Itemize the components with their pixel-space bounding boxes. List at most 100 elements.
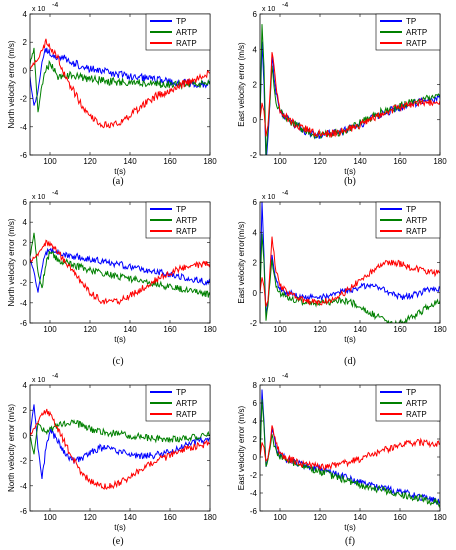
y-tick-label: 6 <box>23 198 28 207</box>
legend-label-artp: ARTP <box>176 28 197 37</box>
axis-exponent-label: x 10 <box>262 377 275 384</box>
y-tick-label: -2 <box>20 457 28 466</box>
chart-panel-f: 100 120 140 160 180 -6 -4 -2 0 2 4 6 8 x 10 -4 East vel… <box>237 373 447 547</box>
y-tick-label: 0 <box>23 259 28 268</box>
legend-label-tp: TP <box>176 205 186 214</box>
panel-caption: (a) <box>112 176 123 187</box>
y-tick-label: -2 <box>250 151 258 160</box>
y-tick-label: 6 <box>253 10 258 19</box>
y-tick-label: 0 <box>253 453 258 462</box>
chart-panel-e: 100 120 140 160 180 -6 -4 -2 0 2 4 x 10 -4 North velo… <box>7 373 217 547</box>
legend-label-ratp: RATP <box>406 39 427 48</box>
x-tick-label: 120 <box>83 157 97 166</box>
y-tick-label: -4 <box>250 489 258 498</box>
x-tick-label: 120 <box>313 157 327 166</box>
legend-label-ratp: RATP <box>406 410 427 419</box>
x-tick-label: 100 <box>273 157 287 166</box>
y-tick-label: 4 <box>23 381 28 390</box>
x-tick-label: 160 <box>163 513 177 522</box>
x-tick-label: 180 <box>203 157 217 166</box>
x-tick-label: 120 <box>83 325 97 334</box>
series-line-artp <box>260 233 440 323</box>
series-line-ratp <box>30 408 210 490</box>
panel-caption: (d) <box>344 356 356 367</box>
y-tick-label: 2 <box>253 259 258 268</box>
y-tick-label: -6 <box>250 507 258 516</box>
series-line-artp <box>30 419 210 455</box>
x-tick-label: 180 <box>433 513 447 522</box>
legend-label-ratp: RATP <box>176 39 197 48</box>
plot-frame <box>29 384 211 512</box>
y-tick-label: 2 <box>253 435 258 444</box>
y-tick-label: 0 <box>253 289 258 298</box>
x-tick-label: 180 <box>433 157 447 166</box>
y-tick-label: -6 <box>20 319 28 328</box>
series-line-ratp <box>30 239 210 306</box>
legend-label-artp: ARTP <box>406 399 427 408</box>
x-axis-label: t(s) <box>114 523 126 532</box>
x-tick-label: 120 <box>313 325 327 334</box>
x-tick-label: 100 <box>43 325 57 334</box>
y-tick-label: 0 <box>23 66 28 75</box>
y-tick-label: -2 <box>250 319 258 328</box>
x-tick-label: 120 <box>313 513 327 522</box>
x-tick-label: 100 <box>273 513 287 522</box>
y-tick-label: 2 <box>23 38 28 47</box>
x-tick-label: 180 <box>433 325 447 334</box>
y-tick-label: -4 <box>20 123 28 132</box>
axis-exponent-power: -4 <box>282 190 288 197</box>
x-tick-label: 140 <box>353 513 367 522</box>
y-tick-label: 4 <box>23 218 28 227</box>
y-tick-label: -4 <box>20 482 28 491</box>
y-axis-label: East velocity error (m/s) <box>237 405 246 490</box>
legend-label-artp: ARTP <box>406 216 427 225</box>
series-line-ratp <box>30 38 210 129</box>
axis-exponent-power: -4 <box>282 373 288 380</box>
plot-frame <box>259 384 441 512</box>
y-tick-label: 4 <box>253 417 258 426</box>
y-tick-label: -6 <box>20 151 28 160</box>
x-axis-label: t(s) <box>344 523 356 532</box>
axis-exponent-power: -4 <box>52 190 58 197</box>
legend-label-artp: ARTP <box>176 216 197 225</box>
y-axis-label: East velocity error(m/s) <box>237 221 246 304</box>
x-tick-label: 140 <box>353 325 367 334</box>
x-tick-label: 160 <box>393 157 407 166</box>
series-line-ratp <box>260 236 440 307</box>
chart-panel-c: 100 120 140 160 180 -6 -4 -2 0 2 4 6 x 10 -4 North vel… <box>7 190 217 367</box>
legend-label-tp: TP <box>406 17 416 26</box>
axis-exponent-power: -4 <box>282 2 288 9</box>
y-tick-label: -6 <box>20 507 28 516</box>
y-tick-label: 4 <box>253 45 258 54</box>
y-tick-label: -2 <box>20 95 28 104</box>
series-line-ratp <box>260 425 440 471</box>
x-axis-label: t(s) <box>344 335 356 344</box>
legend-label-ratp: RATP <box>406 227 427 236</box>
panel-caption: (c) <box>112 356 123 367</box>
x-tick-label: 160 <box>163 157 177 166</box>
y-axis-label: North velocity error (m/s) <box>7 40 16 128</box>
y-tick-label: 2 <box>253 81 258 90</box>
panel-caption: (b) <box>344 176 356 187</box>
legend-label-artp: ARTP <box>176 399 197 408</box>
y-tick-label: 4 <box>23 10 28 19</box>
x-tick-label: 100 <box>273 325 287 334</box>
axis-exponent-label: x 10 <box>32 377 45 384</box>
panel-caption: (e) <box>112 536 123 547</box>
y-tick-label: -4 <box>20 299 28 308</box>
y-tick-label: -2 <box>20 279 28 288</box>
x-tick-label: 140 <box>123 157 137 166</box>
plot-frame <box>29 13 211 156</box>
axis-exponent-label: x 10 <box>32 6 45 13</box>
x-tick-label: 100 <box>43 157 57 166</box>
legend-label-artp: ARTP <box>406 28 427 37</box>
y-tick-label: 2 <box>23 406 28 415</box>
legend-label-tp: TP <box>406 205 416 214</box>
chart-panel-b: 100 120 140 160 180 -2 0 2 4 6 x 10 -4 East velocity… <box>237 2 447 187</box>
x-axis-label: t(s) <box>344 167 356 176</box>
x-tick-label: 160 <box>393 513 407 522</box>
y-axis-label: North velocity error (m/s) <box>7 404 16 492</box>
y-tick-label: -2 <box>250 471 258 480</box>
y-tick-label: 4 <box>253 228 258 237</box>
